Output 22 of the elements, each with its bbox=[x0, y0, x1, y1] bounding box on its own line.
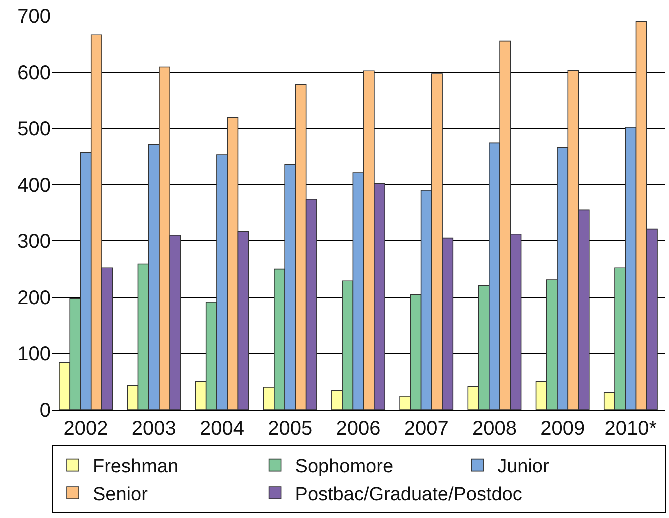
x-tick-label: 2004 bbox=[200, 418, 245, 440]
y-tick-label: 200 bbox=[18, 287, 51, 310]
y-tick-label: 300 bbox=[18, 231, 51, 254]
y-tick-label: 100 bbox=[18, 344, 51, 366]
legend-label: Sophomore bbox=[295, 456, 394, 478]
x-tick-label: 2009 bbox=[540, 418, 586, 440]
x-tick-label: 2003 bbox=[132, 418, 176, 440]
x-tick-label: 2010* bbox=[604, 418, 658, 440]
legend-label: Freshman bbox=[93, 456, 179, 478]
legend-label: Junior bbox=[498, 456, 550, 478]
y-tick-label: 500 bbox=[18, 118, 51, 141]
x-tick-label: 2005 bbox=[268, 418, 313, 440]
y-tick-label: 600 bbox=[18, 62, 51, 84]
y-tick-label: 0 bbox=[40, 400, 51, 422]
x-tick-label: 2008 bbox=[472, 418, 517, 440]
y-tick-label: 400 bbox=[18, 174, 51, 197]
legend-label: Postbac/Graduate/Postdoc bbox=[295, 484, 522, 506]
x-tick-label: 2007 bbox=[404, 418, 449, 440]
y-tick-label: 700 bbox=[18, 6, 51, 28]
legend-label: Senior bbox=[93, 484, 149, 506]
x-tick-label: 2002 bbox=[64, 418, 108, 440]
x-tick-label: 2006 bbox=[336, 418, 381, 440]
